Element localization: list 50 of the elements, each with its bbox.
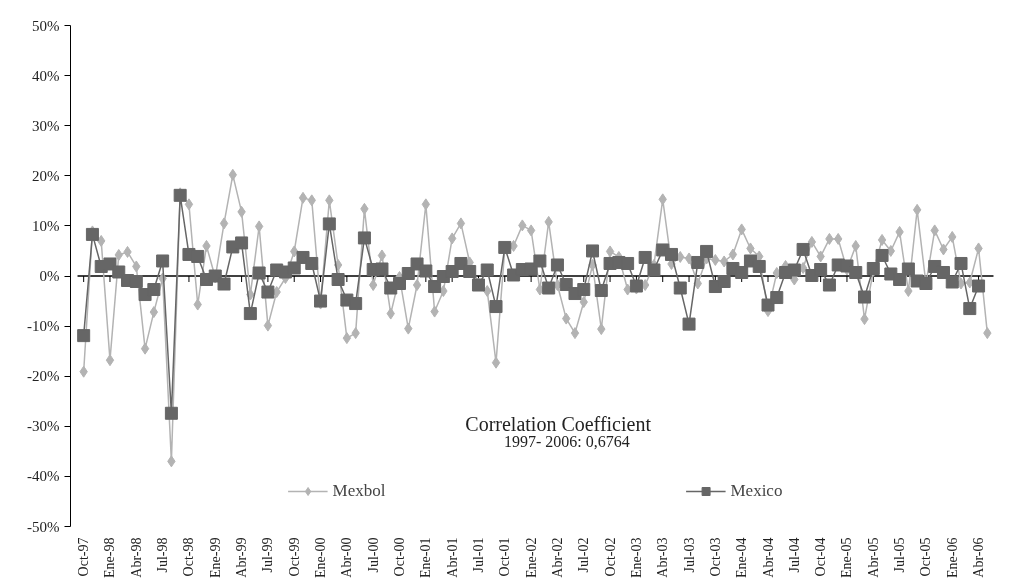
x-tick-label: Oct-97 <box>76 537 92 577</box>
y-tick-label: 30% <box>32 117 60 134</box>
x-tick-label: Oct-03 <box>707 537 723 577</box>
x-tick-label: Jul-98 <box>155 537 171 573</box>
x-tick-label: Ene-98 <box>102 537 118 578</box>
x-tick-label: Ene-99 <box>207 537 223 578</box>
x-tick-label: Ene-03 <box>628 537 644 578</box>
x-tick-label: Abr-98 <box>128 537 144 578</box>
x-tick-label: Oct-00 <box>392 537 408 577</box>
x-tick-label: Ene-04 <box>734 537 750 578</box>
x-tick-label: Oct-05 <box>918 537 934 577</box>
x-tick-label: Jul-05 <box>892 537 908 573</box>
x-tick-label: Jul-99 <box>260 537 276 573</box>
x-tick-label: Abr-99 <box>234 537 250 578</box>
x-tick-label: Oct-02 <box>602 537 618 577</box>
x-tick-label: Oct-01 <box>497 537 513 577</box>
x-tick-label: Abr-01 <box>444 537 460 578</box>
y-tick-label: 40% <box>32 67 60 84</box>
x-tick-label: Abr-02 <box>549 537 565 578</box>
x-tick-label: Jul-01 <box>470 537 486 573</box>
y-tick-label: 0% <box>39 268 60 284</box>
x-tick-label: Oct-04 <box>813 537 829 577</box>
x-tick-label: Ene-02 <box>523 537 539 578</box>
y-tick-label: 50% <box>32 17 60 34</box>
x-tick-label: Abr-06 <box>971 537 987 578</box>
y-tick-label: 20% <box>32 167 60 184</box>
legend-label: Mexico <box>730 481 783 501</box>
x-tick-label: Ene-01 <box>418 537 434 578</box>
x-tick-label: Ene-06 <box>944 537 960 578</box>
x-tick-label: Oct-98 <box>181 537 197 577</box>
x-tick-label: Jul-04 <box>786 537 802 573</box>
x-tick-label: Abr-00 <box>339 537 355 578</box>
y-tick-label: -10% <box>27 318 60 335</box>
legend-label: Mexbol <box>332 481 386 501</box>
y-tick-label: -40% <box>27 468 60 485</box>
x-tick-label: Abr-03 <box>655 537 671 578</box>
x-tick-label: Jul-00 <box>365 537 381 573</box>
x-tick-label: Jul-03 <box>681 537 697 573</box>
annotation: 1997- 2006: 0,6764 <box>504 432 630 450</box>
x-tick-label: Ene-00 <box>313 537 329 578</box>
y-tick-label: -30% <box>27 418 60 435</box>
x-tick-label: Abr-05 <box>865 537 881 578</box>
y-tick-label: -20% <box>27 368 60 385</box>
y-tick-label: 10% <box>32 217 60 234</box>
x-tick-label: Jul-02 <box>576 537 592 573</box>
x-tick-label: Ene-05 <box>839 537 855 578</box>
x-tick-label: Oct-99 <box>286 537 302 577</box>
annotation: Correlation Coefficient <box>465 412 652 435</box>
x-tick-label: Abr-04 <box>760 537 776 578</box>
y-tick-label: -50% <box>27 518 60 535</box>
